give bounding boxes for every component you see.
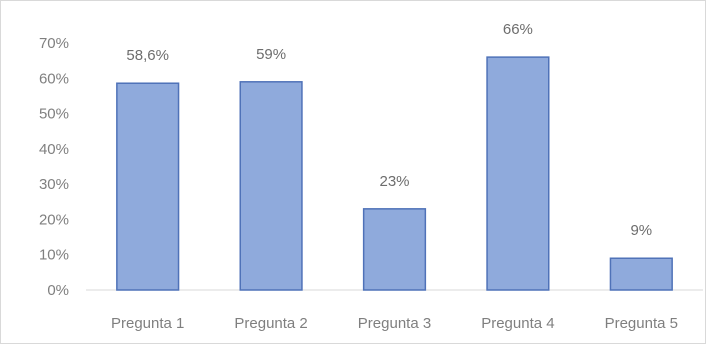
x-tick-label: Pregunta 2 xyxy=(234,315,307,332)
y-tick-label: 50% xyxy=(39,106,69,123)
bar-data-label: 66% xyxy=(503,21,533,38)
y-tick-label: 20% xyxy=(39,211,69,228)
bar xyxy=(362,208,427,291)
bar xyxy=(116,82,180,291)
y-tick-label: 40% xyxy=(39,141,69,158)
y-tick-label: 60% xyxy=(39,70,69,87)
x-tick-label: Pregunta 3 xyxy=(358,315,431,332)
y-tick-label: 10% xyxy=(39,247,69,264)
x-tick-label: Pregunta 5 xyxy=(605,315,678,332)
x-axis: Pregunta 1 Pregunta 2 Pregunta 3 Pregunta 4… xyxy=(111,315,678,332)
y-tick-label: 70% xyxy=(39,35,69,52)
bar xyxy=(239,81,303,291)
bar xyxy=(609,257,673,291)
y-tick-label: 0% xyxy=(47,282,69,299)
y-tick-label: 30% xyxy=(39,176,69,193)
bar-data-label: 59% xyxy=(256,46,286,63)
data-labels-group: 58,6% 59% 23% 66% 9% xyxy=(126,21,652,239)
bar-data-label: 23% xyxy=(379,173,409,190)
bar xyxy=(486,56,550,291)
x-tick-label: Pregunta 1 xyxy=(111,315,184,332)
bars-group xyxy=(116,56,673,291)
x-tick-label: Pregunta 4 xyxy=(481,315,554,332)
y-axis: 0% 10% 20% 30% 40% 50% 60% 70% xyxy=(39,35,69,299)
bar-data-label: 9% xyxy=(630,222,652,239)
bar-data-label: 58,6% xyxy=(126,47,169,64)
